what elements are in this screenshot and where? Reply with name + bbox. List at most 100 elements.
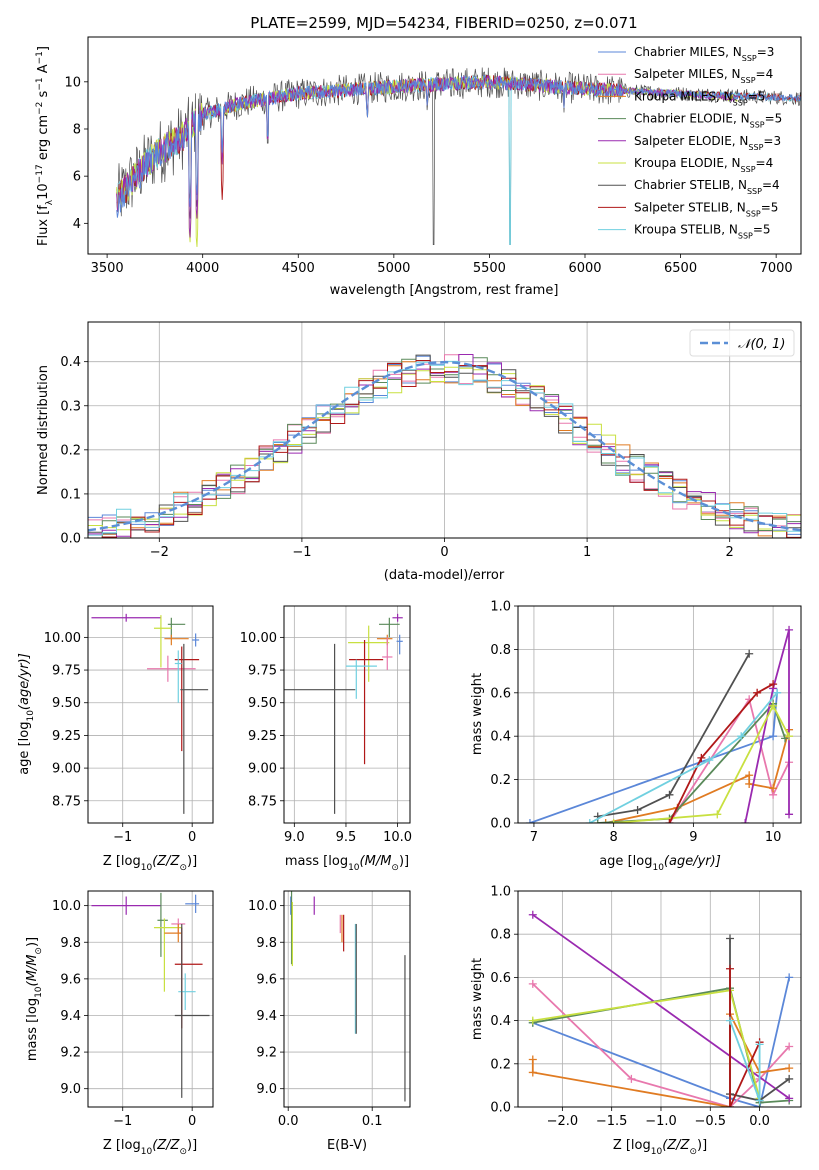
series-marker <box>755 1096 764 1105</box>
series-marker <box>705 756 714 765</box>
y-tick-label: 9.6 <box>60 972 81 987</box>
histogram-step <box>88 360 801 538</box>
series-marker <box>525 819 534 823</box>
mass-weight-vs-Z-panel: −2.0 −1.5 −1.0 −0.5 0.0 0.0 0.2 0.4 0.6 0.8 1.0 Z [… <box>470 885 802 1157</box>
series-marker <box>753 688 762 697</box>
y-tick-label: 1.0 <box>490 600 511 615</box>
x-axis-label: age [log10(age/yr)] <box>599 854 721 873</box>
plot-area <box>91 613 209 814</box>
series-line <box>532 977 791 1107</box>
axes-frame: 9.0 9.5 10.0 8.75 9.00 9.25 9.50 9.75 10.00 mass … <box>240 605 412 873</box>
x-tick-label: −1.0 <box>645 1114 677 1129</box>
age-vs-mass-panel: 9.0 9.5 10.0 8.75 9.00 9.25 9.50 9.75 10.00 mass … <box>240 605 412 873</box>
series-marker <box>528 910 537 919</box>
legend-label: Salpeter MILES, NSSP=4 <box>634 67 773 85</box>
x-axis-label: mass [log10(M/M⊙)] <box>285 854 409 873</box>
x-tick-label: 0 <box>188 1114 196 1129</box>
legend: 𝒩(0, 1) <box>689 329 795 357</box>
mass-weight-vs-age-panel: 7 8 9 10 0.0 0.2 0.4 0.6 0.8 1.0 age [log10(age/yr… <box>470 600 802 873</box>
series-marker <box>528 1068 537 1077</box>
y-tick-label: 9.75 <box>52 664 81 679</box>
y-axis-label: age [log10(age/yr)] <box>17 653 36 775</box>
axes-border <box>87 890 214 1108</box>
x-tick-label: 0 <box>440 545 448 560</box>
axes-frame: −2.0 −1.5 −1.0 −0.5 0.0 0.0 0.2 0.4 0.6 0.8 1.0 Z [… <box>470 885 802 1157</box>
legend: Chabrier MILES, NSSP=3 Salpeter MILES, NS… <box>598 45 782 240</box>
x-tick-label: 9.0 <box>284 830 305 845</box>
x-tick-label: 5500 <box>473 261 506 276</box>
series-marker <box>601 819 610 823</box>
axes-border <box>283 605 411 824</box>
x-tick-label: 0.0 <box>278 1114 299 1129</box>
y-tick-label: 1.0 <box>490 885 511 900</box>
series-marker <box>726 1016 735 1025</box>
x-tick-label: 6000 <box>568 261 601 276</box>
series-marker <box>713 810 722 819</box>
x-axis-label: E(B-V) <box>327 1138 367 1153</box>
mass-vs-ebv-panel: 0.0 0.1 9.0 9.2 9.4 9.6 9.8 10.0 E(B-V) <box>248 890 411 1153</box>
series-marker <box>785 973 794 982</box>
x-axis-label: Z [log10(Z/Z⊙)] <box>103 1138 197 1157</box>
y-tick-label: 9.50 <box>52 696 81 711</box>
legend-text: Chabrier STELIB, N <box>634 178 747 192</box>
y-tick-label: 9.00 <box>248 762 277 777</box>
y-tick-label: 0.0 <box>490 1101 511 1116</box>
series-line <box>589 692 778 823</box>
series-line <box>532 983 790 1107</box>
legend-text: Salpeter ELODIE, N <box>634 134 748 148</box>
legend-label: Chabrier MILES, NSSP=3 <box>634 45 774 63</box>
legend-text: Kroupa ELODIE, N <box>634 156 741 170</box>
y-tick-label: 9.2 <box>60 1046 81 1061</box>
histogram-step <box>88 366 801 532</box>
y-tick-label: 0.4 <box>60 355 81 370</box>
y-axis-label: Flux [fλ10−17 erg cm−2 s−1 A−1] <box>35 46 55 246</box>
age-vs-Z-panel: −1 0 8.75 9.00 9.25 9.50 9.75 10.00 Z [log10(Z/Z… <box>17 605 214 873</box>
legend-text: Kroupa STELIB, N <box>634 223 738 237</box>
y-tick-label: 0.0 <box>490 817 511 832</box>
x-tick-label: 0.1 <box>362 1114 383 1129</box>
axes-border <box>87 605 214 824</box>
series-marker <box>737 732 746 741</box>
y-tick-label: 0.1 <box>60 487 81 502</box>
legend-box <box>689 329 795 357</box>
legend-label: Chabrier ELODIE, NSSP=5 <box>634 112 782 130</box>
series-marker <box>633 805 642 814</box>
y-tick-label: 8 <box>73 122 81 137</box>
axes-frame: −2 −1 0 1 2 0.0 0.1 0.2 0.3 0.4 𝒩(0, 1) (data-model… <box>36 321 802 583</box>
x-tick-label: −0.5 <box>694 1114 726 1129</box>
series-marker <box>785 1094 794 1103</box>
series-line <box>597 653 750 818</box>
series-marker <box>785 810 794 819</box>
axes-frame: 7 8 9 10 0.0 0.2 0.4 0.6 0.8 1.0 age [log10(age/yr… <box>470 600 802 873</box>
spectrum-panel: 3500 4000 4500 5000 5500 6000 6500 7000 4 6 8 10 Cha… <box>35 36 802 298</box>
y-tick-label: 8.75 <box>52 794 81 809</box>
x-tick-label: 10 <box>765 830 782 845</box>
x-tick-label: 0 <box>188 830 196 845</box>
x-tick-label: 5000 <box>377 261 410 276</box>
x-axis-label: Z [log10(Z/Z⊙)] <box>613 1138 707 1157</box>
x-tick-label: −1 <box>113 830 132 845</box>
y-tick-label: 10.0 <box>52 899 81 914</box>
legend-text: Chabrier MILES, N <box>634 45 742 59</box>
y-tick-label: 9.0 <box>256 1082 277 1097</box>
series-marker <box>785 625 794 634</box>
series-line <box>668 697 790 823</box>
series-marker <box>609 819 618 823</box>
y-tick-label: 9.25 <box>52 729 81 744</box>
x-tick-label: 4500 <box>282 261 315 276</box>
x-axis-label: (data-model)/error <box>384 568 505 583</box>
y-tick-label: 0.4 <box>490 1014 511 1029</box>
series-line <box>613 703 790 823</box>
y-tick-label: 9.50 <box>248 696 277 711</box>
legend-label: 𝒩(0, 1) <box>738 337 785 352</box>
y-tick-label: 6 <box>73 170 81 185</box>
y-tick-label: 0.2 <box>60 443 81 458</box>
series-marker <box>769 732 778 741</box>
legend-text: Kroupa MILES, N <box>634 89 733 103</box>
x-tick-label: −1.5 <box>596 1114 628 1129</box>
series-line <box>729 1020 761 1101</box>
axes-border <box>87 36 802 255</box>
y-tick-label: 9.75 <box>248 664 277 679</box>
plot-area <box>284 613 403 814</box>
